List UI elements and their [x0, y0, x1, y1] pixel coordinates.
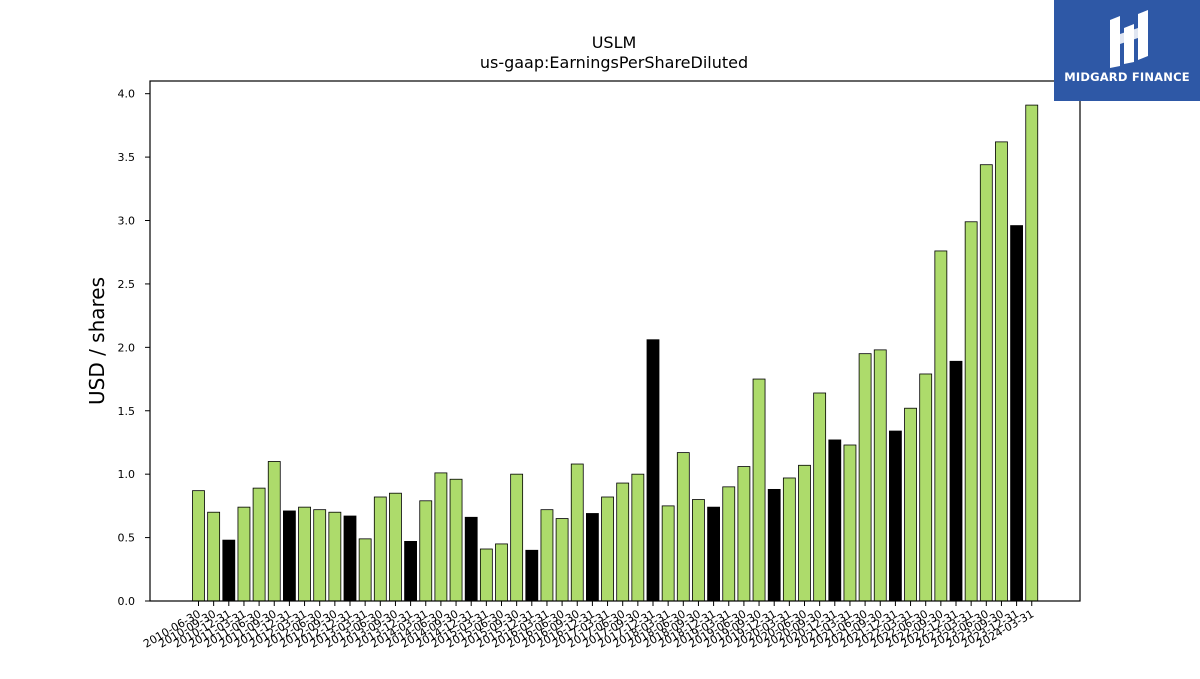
plot-frame	[149, 80, 1081, 602]
y-axis-label: USD / shares	[85, 277, 109, 405]
bar-2018-09-30	[692, 499, 705, 602]
bar-2020-09-30	[813, 392, 827, 602]
bar-2015-03-31	[479, 548, 493, 602]
bar-2020-03-31	[782, 477, 796, 602]
logo-text: MIDGARD FINANCE	[1064, 70, 1190, 84]
bar-2010-12-31	[222, 539, 236, 602]
bar-2021-09-30	[873, 349, 887, 602]
bar-2014-03-31	[419, 500, 433, 602]
bar-2022-03-31	[904, 407, 917, 602]
bar-2017-03-31	[601, 496, 614, 602]
bar-2018-12-31	[707, 506, 720, 602]
y-tick-label: 2.5	[118, 278, 136, 291]
bar-2013-12-31	[404, 540, 418, 602]
bar-2014-09-30	[449, 478, 463, 602]
bar-2020-12-31	[828, 439, 842, 602]
bar-2019-06-30	[737, 466, 751, 602]
y-tick-label: 1.0	[118, 468, 136, 481]
y-ticks-group: 0.0 0.5 1.0 1.5 2.0 2.5 3.0 3.5 4.0	[118, 88, 150, 608]
bar-2011-03-31	[237, 506, 251, 602]
bar-2022-09-30	[934, 250, 948, 602]
bar-2017-09-30	[631, 473, 645, 602]
bar-2013-06-30	[373, 496, 387, 602]
bar-2015-12-31	[525, 549, 539, 602]
bar-2022-12-31	[949, 360, 963, 602]
bar-2023-03-31	[964, 221, 978, 602]
bar-2016-12-31	[586, 513, 599, 602]
bar-2012-09-30	[328, 511, 342, 602]
y-tick-label: 3.5	[118, 151, 136, 164]
bar-2011-09-30	[267, 461, 281, 602]
bar-2016-03-31	[540, 509, 554, 602]
bar-2010-09-30	[207, 511, 221, 602]
bar-2013-03-31	[358, 538, 372, 602]
chart-title: USLM	[592, 33, 637, 52]
bar-2013-09-30	[389, 492, 402, 602]
bar-2011-12-31	[282, 510, 296, 602]
bar-2014-06-30	[434, 472, 448, 602]
bar-2014-12-31	[464, 516, 478, 602]
bar-2012-12-31	[343, 515, 357, 602]
bar-2023-12-31	[1010, 225, 1023, 602]
bar-2017-06-30	[616, 482, 630, 602]
chart-subtitle: us-gaap:EarningsPerShareDiluted	[480, 53, 748, 72]
bar-2023-09-30	[995, 141, 1008, 602]
bar-2015-06-30	[495, 543, 508, 602]
bar-2019-09-30	[752, 378, 766, 602]
bar-2019-12-31	[767, 488, 781, 602]
bar-2022-06-30	[919, 373, 933, 602]
bar-2015-09-30	[510, 473, 524, 602]
bar-2018-06-30	[676, 452, 690, 602]
bar-2021-12-31	[889, 430, 902, 602]
bar-2010-06-30	[192, 490, 205, 602]
bar-2021-06-30	[858, 353, 872, 602]
bar-2011-06-30	[252, 487, 266, 602]
x-ticks-group: 2010-06-302010-09-302010-12-312011-03-31…	[141, 601, 1036, 651]
bar-2019-03-31	[722, 486, 736, 602]
bar-2017-12-31	[646, 339, 660, 602]
y-tick-label: 2.0	[118, 341, 136, 354]
y-tick-label: 3.0	[118, 215, 136, 228]
bar-2016-09-30	[570, 463, 584, 602]
y-tick-label: 4.0	[118, 88, 136, 101]
bar-2012-06-30	[313, 509, 327, 602]
bar-2021-03-31	[843, 444, 857, 602]
y-tick-label: 0.5	[118, 532, 136, 545]
bar-2023-06-30	[979, 164, 993, 602]
bar-2024-03-31	[1025, 104, 1039, 602]
bar-2018-03-31	[661, 505, 675, 602]
bars-group	[192, 104, 1039, 602]
y-tick-label: 1.5	[118, 405, 136, 418]
bar-2012-03-31	[298, 506, 311, 602]
y-tick-label: 0.0	[118, 595, 136, 608]
bar-2016-06-30	[555, 518, 569, 602]
logo-mark-icon	[1110, 10, 1148, 68]
midgard-finance-logo: MIDGARD FINANCE	[1054, 0, 1200, 101]
bar-2020-06-30	[798, 464, 811, 602]
